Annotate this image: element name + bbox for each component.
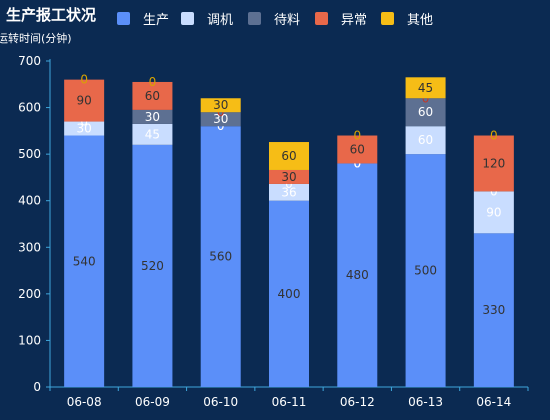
bar-segment[interactable] [200,126,241,387]
y-tick-label: 400 [18,194,41,208]
data-label: 60 [350,142,365,156]
bar-segment[interactable] [405,126,446,155]
bar-segment[interactable] [269,142,309,170]
bar-segment[interactable] [200,98,241,113]
data-label: 30 [213,112,228,126]
legend-label: 异常 [341,13,367,28]
bar-stack-06-12[interactable]: 48000600 [337,129,378,387]
data-label: 36 [281,185,296,199]
data-label: 120 [482,156,505,170]
x-tick-label: 06-08 [67,395,102,409]
data-label: 0 [149,75,157,89]
bar-segment[interactable] [200,112,241,127]
bar-segment[interactable] [269,200,309,387]
legend-label: 生产 [143,13,169,28]
legend-item-1[interactable]: 生产 [117,12,169,28]
bar-stack-06-10[interactable]: 560030030 [200,98,241,387]
x-tick-label: 06-09 [135,395,170,409]
data-label: 30 [145,110,160,124]
data-label: 500 [414,264,437,278]
data-label: 45 [418,81,433,95]
data-label: 30 [77,122,92,136]
bar-segment[interactable] [132,123,173,145]
chart-title: 生产报工状况 [6,6,96,24]
bar-segment[interactable] [64,135,105,387]
bar-stack-06-08[interactable]: 540300900 [64,73,105,387]
x-tick-label: 06-12 [340,395,375,409]
x-tick-label: 06-11 [272,395,307,409]
data-label: 560 [209,250,232,264]
bar-segment[interactable] [64,121,105,136]
bar-segment[interactable] [269,169,309,184]
data-label: 30 [281,170,296,184]
legend-label: 待料 [274,13,300,28]
y-tick-label: 0 [33,380,41,394]
bar-segment[interactable] [473,191,514,234]
y-tick-label: 100 [18,333,41,347]
legend-label: 调机 [207,13,233,28]
bar-stack-06-14[interactable]: 3309001200 [473,129,514,387]
legend-swatch [248,12,261,25]
legend-item-3[interactable]: 待料 [248,12,300,28]
bar-segment[interactable] [473,135,514,192]
data-label: 90 [77,94,92,108]
data-label: 60 [281,149,296,163]
data-label: 540 [73,254,96,268]
data-label: 400 [278,287,301,301]
y-tick-label: 300 [18,240,41,254]
data-label: 30 [213,98,228,112]
bar-segment[interactable] [269,183,309,201]
legend-item-2[interactable]: 调机 [181,12,233,28]
legend-item-4[interactable]: 异常 [315,12,367,28]
data-label: 0 [490,129,498,143]
bar-segment[interactable] [473,233,514,387]
data-label: 90 [486,205,501,219]
data-label: 60 [145,89,160,103]
data-label: 45 [145,127,160,141]
bar-segment[interactable] [405,77,446,99]
y-tick-label: 200 [18,287,41,301]
legend-swatch [117,12,130,25]
y-tick-label: 500 [18,147,41,161]
bar-segment[interactable] [132,109,173,124]
data-label: 60 [418,105,433,119]
x-tick-label: 06-14 [476,395,511,409]
data-label: 330 [482,303,505,317]
bar-segment[interactable] [64,79,105,122]
bar-stack-06-13[interactable]: 5006060045 [405,77,446,387]
bar-stack-06-11[interactable]: 4003603060 [269,142,309,387]
data-label: 520 [141,259,164,273]
legend-swatch [381,12,394,25]
y-tick-label: 600 [18,101,41,115]
legend-swatch [315,12,328,25]
bar-segment[interactable] [337,135,378,164]
bar-stack-06-09[interactable]: 520 45 30 600 [132,75,173,387]
data-label: 480 [346,268,369,282]
bar-segment[interactable] [132,144,173,387]
bar-segment[interactable] [405,154,446,387]
legend-swatch [181,12,194,25]
legend-item-5[interactable]: 其他 [381,12,433,28]
x-tick-label: 06-10 [203,395,238,409]
y-axis-label: 运转时间(分钟) [0,31,72,45]
bar-segment[interactable] [337,163,378,387]
bar-segment[interactable] [405,98,446,127]
data-label: 60 [418,133,433,147]
y-tick-label: 700 [18,54,41,68]
bar-segment[interactable] [132,81,173,110]
x-tick-label: 06-13 [408,395,443,409]
legend-label: 其他 [407,13,433,28]
data-label: 0 [353,129,361,143]
data-label: 0 [80,73,88,87]
